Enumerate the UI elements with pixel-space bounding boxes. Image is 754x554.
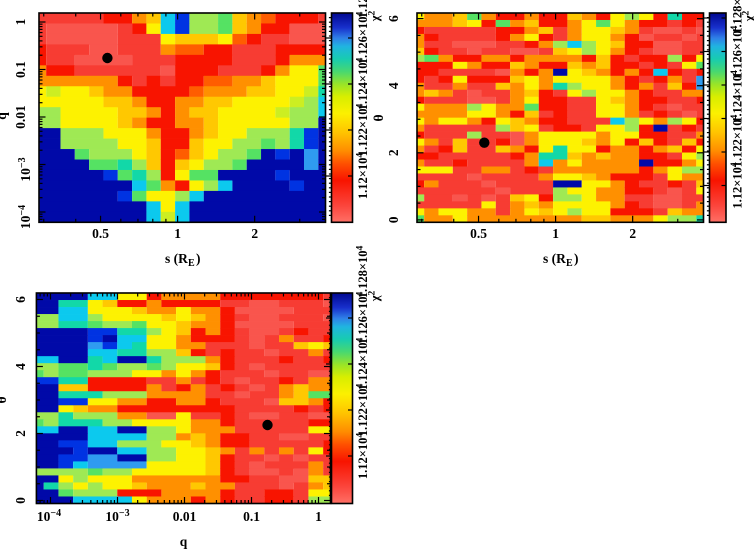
svg-text:0.5: 0.5 [92,226,109,241]
svg-text:q: q [0,112,9,120]
svg-text:1.124×104: 1.124×104 [356,58,371,111]
svg-text:θ: θ [371,114,386,121]
svg-text:6: 6 [386,15,401,22]
svg-text:0.1: 0.1 [243,509,260,524]
svg-text:1.122×104: 1.122×104 [356,104,371,157]
svg-text:1.12×104: 1.12×104 [356,153,371,200]
svg-text:1.124×104: 1.124×104 [356,338,371,391]
svg-text:4: 4 [13,363,28,370]
svg-text:E: E [188,258,195,269]
svg-text:0: 0 [13,497,28,504]
svg-text:1.12×104: 1.12×104 [356,433,371,480]
svg-text:): ) [196,251,201,266]
svg-text:s (R: s (R [543,251,566,266]
svg-text:6: 6 [13,296,28,303]
svg-text:2: 2 [13,430,28,437]
svg-text:2: 2 [386,149,401,156]
svg-text:1: 1 [174,226,181,241]
svg-text:1: 1 [13,18,28,25]
svg-text:0.01: 0.01 [13,105,28,129]
svg-text:2: 2 [629,226,636,241]
svg-text:q: q [180,534,188,549]
svg-text:2: 2 [251,226,258,241]
svg-text:): ) [574,251,579,266]
svg-text:0.01: 0.01 [173,509,197,524]
svg-text:0.5: 0.5 [470,226,487,241]
svg-text:1: 1 [315,509,322,524]
svg-text:0: 0 [386,216,401,223]
svg-text:1: 1 [552,226,559,241]
svg-text:E: E [566,258,573,269]
svg-text:1.122×104: 1.122×104 [356,384,371,437]
svg-text:4: 4 [386,82,401,89]
svg-text:s (R: s (R [165,251,188,266]
svg-text:1.128×104: 1.128×104 [356,246,371,299]
svg-text:0.1: 0.1 [13,61,28,78]
svg-text:1.12×104: 1.12×104 [730,162,745,209]
svg-text:θ: θ [0,396,9,403]
